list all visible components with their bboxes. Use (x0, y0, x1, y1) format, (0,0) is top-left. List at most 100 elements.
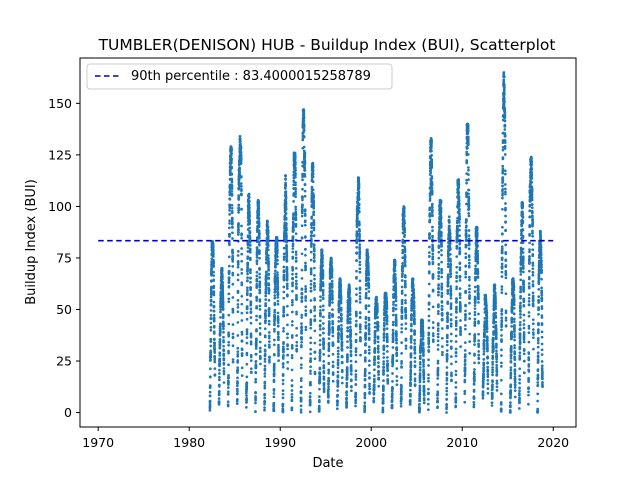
scatter-point (209, 309, 213, 312)
scatter-point (249, 292, 253, 296)
scatter-point (427, 307, 431, 311)
scatter-point (430, 160, 434, 164)
scatter-point (246, 276, 249, 280)
scatter-point (284, 184, 288, 188)
scatter-point (222, 381, 226, 384)
scatter-point (294, 169, 297, 172)
scatter-point (367, 269, 370, 272)
scatter-point (227, 264, 231, 268)
scatter-point (264, 288, 268, 291)
scatter-point (291, 255, 295, 259)
scatter-point (363, 401, 367, 405)
scatter-point (318, 339, 322, 342)
scatter-point (268, 340, 271, 344)
scatter-point (281, 389, 285, 392)
scatter-point (385, 340, 389, 344)
scatter-point (263, 384, 267, 388)
scatter-point (312, 244, 316, 248)
scatter-point (422, 398, 426, 402)
scatter-point (295, 312, 298, 316)
scatter-point (218, 339, 222, 343)
scatter-point (322, 390, 326, 394)
scatter-point (208, 375, 212, 379)
scatter-point (401, 266, 404, 270)
scatter-point (413, 372, 417, 376)
scatter-point (403, 255, 407, 259)
scatter-point (339, 313, 343, 317)
chart-title: TUMBLER(DENISON) HUB - Buildup Index (BU… (98, 36, 556, 54)
scatter-point (410, 324, 413, 328)
scatter-point (245, 330, 249, 334)
scatter-point (267, 268, 270, 272)
scatter-point (222, 344, 225, 348)
scatter-point (418, 357, 422, 361)
scatter-point (302, 124, 306, 128)
scatter-point (358, 251, 362, 255)
scatter-point (255, 270, 259, 274)
scatter-point (258, 308, 262, 311)
scatter-point (391, 338, 395, 342)
scatter-point (294, 205, 298, 209)
scatter-point (249, 280, 252, 284)
scatter-point (409, 376, 413, 379)
scatter-point (431, 225, 434, 229)
scatter-point (312, 223, 316, 227)
scatter-point (221, 280, 224, 284)
scatter-point (267, 307, 271, 310)
scatter-point (209, 353, 213, 357)
scatter-point (219, 310, 222, 314)
scatter-point (354, 383, 358, 387)
scatter-point (230, 217, 234, 221)
scatter-point (339, 309, 343, 312)
scatter-point (218, 375, 221, 379)
scatter-point (331, 360, 335, 364)
scatter-points (208, 71, 544, 414)
scatter-point (209, 285, 213, 289)
scatter-point (236, 273, 240, 277)
scatter-point (264, 292, 268, 295)
scatter-point (331, 364, 335, 368)
scatter-point (368, 364, 371, 367)
scatter-point (264, 294, 268, 298)
scatter-point (286, 293, 289, 297)
scatter-point (249, 342, 253, 346)
scatter-point (331, 308, 334, 311)
scatter-point (318, 387, 321, 391)
scatter-point (372, 399, 376, 403)
scatter-point (339, 285, 343, 289)
scatter-point (340, 338, 344, 341)
scatter-point (294, 272, 298, 276)
scatter-point (228, 191, 232, 194)
scatter-point (377, 373, 380, 376)
scatter-point (358, 247, 362, 251)
scatter-point (229, 154, 233, 158)
scatter-point (395, 359, 399, 363)
scatter-point (209, 314, 213, 317)
scatter-point (273, 317, 277, 321)
scatter-point (258, 322, 262, 325)
scatter-point (358, 267, 362, 271)
scatter-point (248, 215, 251, 219)
scatter-point (354, 347, 358, 350)
scatter-point (240, 330, 244, 334)
scatter-point (328, 298, 332, 302)
scatter-point (422, 377, 426, 381)
scatter-point (376, 310, 379, 314)
scatter-point (318, 333, 322, 337)
scatter-point (413, 318, 416, 321)
scatter-point (230, 147, 233, 151)
scatter-point (257, 221, 261, 225)
scatter-point (404, 301, 407, 305)
scatter-point (300, 292, 304, 296)
scatter-point (246, 266, 250, 270)
scatter-point (421, 341, 425, 345)
scatter-point (264, 274, 268, 277)
scatter-point (245, 400, 248, 404)
scatter-point (221, 307, 225, 310)
scatter-point (303, 183, 307, 186)
scatter-point (300, 268, 304, 272)
scatter-point (348, 302, 352, 305)
scatter-point (266, 234, 270, 238)
scatter-point (428, 194, 432, 198)
scatter-point (235, 387, 239, 391)
